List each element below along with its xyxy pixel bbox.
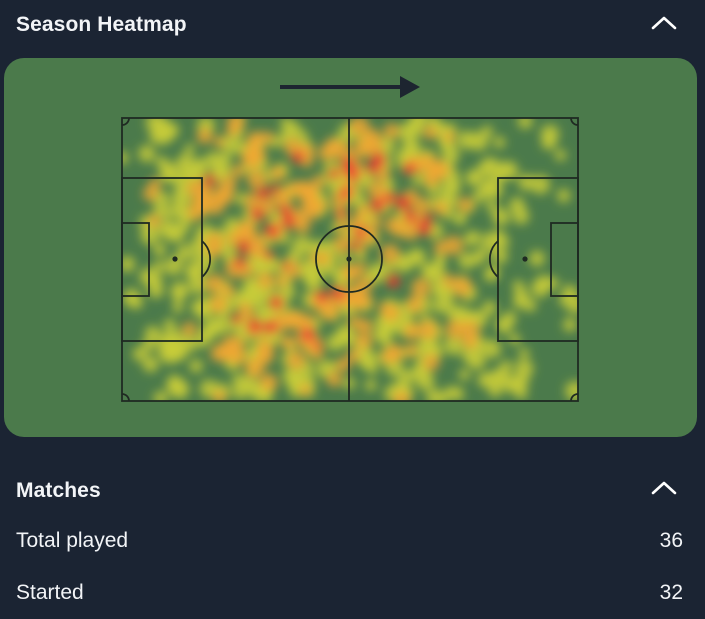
stat-row-started: Started 32 (0, 574, 705, 614)
heatmap-section-title: Season Heatmap (16, 13, 187, 36)
center-spot (346, 256, 352, 262)
arrow-right-icon (280, 76, 420, 98)
stat-value: 32 (659, 581, 683, 604)
chevron-up-icon[interactable] (650, 13, 678, 33)
matches-section-title: Matches (16, 479, 101, 502)
right-penalty-spot (522, 256, 528, 262)
left-penalty-spot (172, 256, 178, 262)
heat-layer (122, 118, 578, 401)
stat-label: Started (16, 581, 84, 604)
matches-section-header[interactable]: Matches (0, 468, 705, 518)
stat-label: Total played (16, 529, 129, 552)
chevron-up-icon[interactable] (650, 478, 678, 498)
heatmap-pitch-card (4, 58, 697, 437)
heatmap-pitch (121, 76, 579, 402)
heatmap-section-header[interactable]: Season Heatmap (0, 0, 705, 50)
stat-row-total-played: Total played 36 (0, 522, 705, 562)
stat-value: 36 (659, 529, 683, 552)
